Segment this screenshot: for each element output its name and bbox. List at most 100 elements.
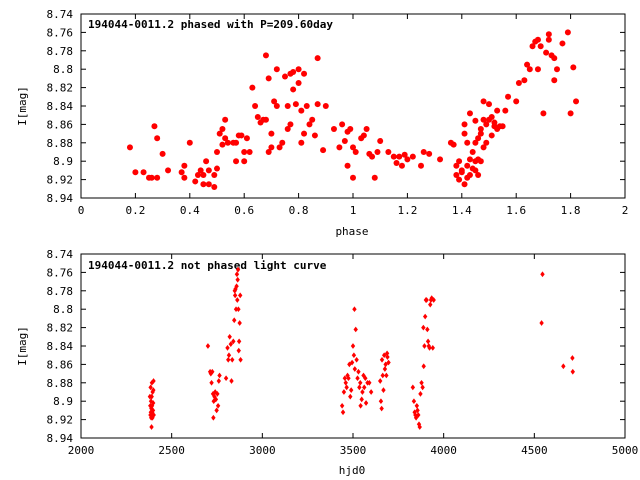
data-point bbox=[363, 400, 369, 406]
data-point bbox=[233, 306, 239, 313]
data-point bbox=[271, 98, 278, 105]
data-point bbox=[570, 368, 575, 375]
data-point bbox=[301, 130, 308, 137]
data-point bbox=[545, 36, 552, 43]
phased-x-tick-label: 2 bbox=[622, 204, 629, 217]
data-point bbox=[362, 384, 367, 391]
data-point bbox=[227, 333, 232, 340]
data-point bbox=[215, 402, 221, 409]
data-point bbox=[230, 356, 235, 363]
data-point bbox=[420, 384, 425, 391]
data-point bbox=[416, 412, 421, 418]
data-point bbox=[219, 126, 226, 132]
data-point bbox=[249, 84, 256, 91]
data-point bbox=[385, 354, 390, 360]
data-point bbox=[235, 266, 241, 273]
data-point bbox=[224, 139, 231, 146]
data-point bbox=[205, 343, 211, 349]
phased-x-tick-label: 1.6 bbox=[506, 204, 526, 217]
data-point bbox=[320, 147, 327, 154]
data-point bbox=[194, 172, 201, 178]
data-point bbox=[411, 398, 417, 405]
unphased-y-tick-label: 8.8 bbox=[53, 303, 73, 316]
data-point bbox=[151, 412, 156, 418]
data-point bbox=[238, 292, 243, 299]
phased-x-tick-label: 1.8 bbox=[561, 204, 581, 217]
data-point bbox=[480, 144, 487, 151]
data-point bbox=[379, 405, 384, 412]
data-point bbox=[352, 306, 357, 313]
data-point bbox=[235, 276, 240, 283]
data-point bbox=[461, 121, 468, 128]
data-point bbox=[268, 144, 275, 151]
data-point bbox=[235, 297, 240, 303]
phased-y-tick-label: 8.9 bbox=[53, 155, 73, 168]
data-point bbox=[222, 116, 229, 123]
data-point bbox=[237, 320, 242, 326]
data-point bbox=[371, 174, 378, 181]
phased-plot-frame bbox=[80, 13, 626, 199]
data-point bbox=[363, 375, 368, 382]
phased-y-tick-label: 8.76 bbox=[47, 26, 74, 39]
data-point bbox=[456, 176, 463, 183]
data-point bbox=[526, 66, 533, 73]
data-point bbox=[234, 283, 239, 290]
data-point bbox=[352, 149, 359, 155]
data-point bbox=[322, 103, 329, 109]
data-point bbox=[356, 368, 361, 375]
data-point bbox=[537, 43, 544, 50]
data-point bbox=[233, 139, 240, 146]
data-point bbox=[216, 378, 222, 384]
data-point bbox=[238, 132, 245, 139]
data-point bbox=[330, 126, 337, 132]
data-point bbox=[159, 150, 166, 157]
data-point bbox=[505, 93, 512, 100]
data-point bbox=[458, 167, 465, 174]
unphased-y-tick-label: 8.92 bbox=[47, 414, 74, 427]
phased-x-axis-label: phase bbox=[335, 225, 368, 238]
data-point bbox=[353, 326, 358, 333]
phased-y-tick-label: 8.8 bbox=[53, 63, 73, 76]
data-point bbox=[150, 407, 156, 414]
data-point bbox=[350, 144, 356, 151]
data-point bbox=[529, 43, 536, 50]
data-point bbox=[241, 149, 248, 155]
unphased-y-tick-label: 8.76 bbox=[47, 266, 74, 279]
data-point bbox=[344, 384, 349, 391]
data-point bbox=[483, 121, 490, 128]
data-point bbox=[378, 398, 384, 405]
data-point bbox=[341, 389, 347, 395]
phased-y-tick-label: 8.92 bbox=[47, 174, 74, 187]
data-point bbox=[466, 172, 473, 178]
data-point bbox=[210, 368, 215, 375]
data-point bbox=[203, 158, 210, 165]
data-point bbox=[472, 117, 479, 124]
data-point bbox=[540, 110, 547, 117]
data-point bbox=[382, 366, 388, 372]
data-point bbox=[381, 387, 386, 394]
data-point bbox=[148, 384, 153, 391]
data-point bbox=[246, 149, 253, 155]
data-point bbox=[384, 372, 389, 379]
data-point bbox=[219, 141, 226, 148]
unphased-panel: 194044-0011.2 not phased light curve hjd… bbox=[16, 248, 638, 477]
data-point bbox=[151, 123, 158, 130]
data-point bbox=[499, 123, 506, 130]
data-point bbox=[414, 402, 420, 409]
data-point bbox=[213, 396, 219, 403]
data-point bbox=[140, 169, 147, 176]
data-point bbox=[348, 387, 354, 394]
data-point bbox=[534, 36, 541, 43]
data-point bbox=[420, 149, 427, 155]
data-point bbox=[398, 162, 405, 169]
phased-y-tick-label: 8.74 bbox=[47, 8, 74, 21]
data-point bbox=[284, 126, 291, 132]
data-point bbox=[265, 149, 272, 155]
data-point bbox=[178, 169, 185, 176]
data-point bbox=[469, 149, 476, 155]
data-point bbox=[477, 126, 484, 132]
data-point bbox=[475, 135, 482, 142]
data-point bbox=[150, 414, 155, 421]
data-point bbox=[339, 121, 346, 128]
data-point bbox=[351, 352, 357, 359]
